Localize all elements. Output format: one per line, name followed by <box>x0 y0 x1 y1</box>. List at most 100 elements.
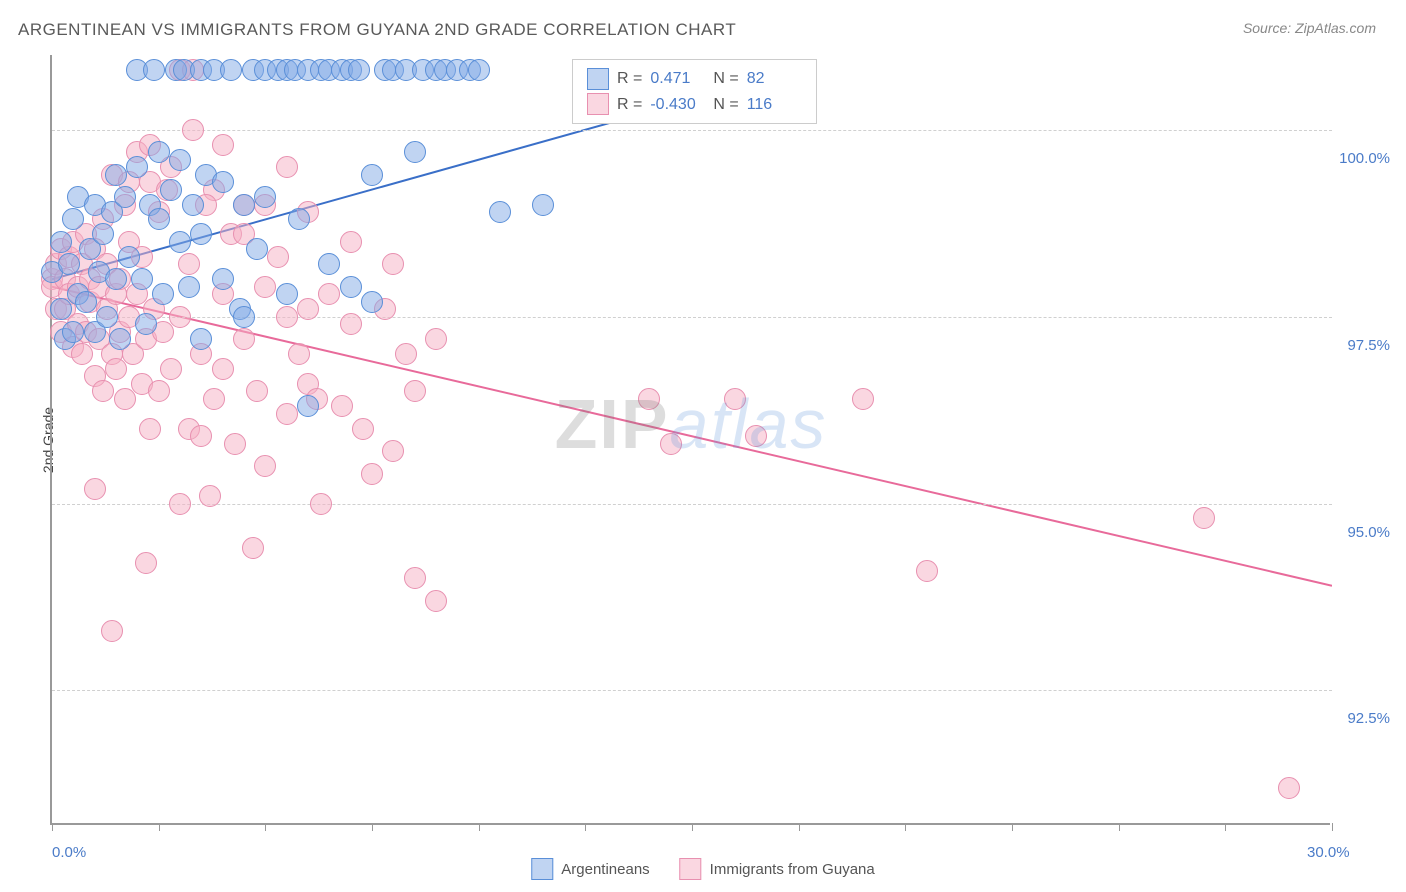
ytick-label: 92.5% <box>1347 710 1390 727</box>
data-point <box>318 253 340 275</box>
data-point <box>395 343 417 365</box>
data-point <box>118 246 140 268</box>
data-point <box>297 395 319 417</box>
legend-label-b: Immigrants from Guyana <box>710 861 875 878</box>
gridline <box>52 130 1332 131</box>
data-point <box>246 380 268 402</box>
stat-N-label-a: N = <box>713 66 738 92</box>
data-point <box>254 186 276 208</box>
data-point <box>182 194 204 216</box>
data-point <box>169 306 191 328</box>
stat-N-label-b: N = <box>713 92 738 118</box>
data-point <box>276 283 298 305</box>
data-point <box>169 493 191 515</box>
data-point <box>135 313 157 335</box>
gridline <box>52 504 1332 505</box>
data-point <box>331 395 353 417</box>
legend-bottom: Argentineans Immigrants from Guyana <box>531 858 874 880</box>
data-point <box>489 201 511 223</box>
data-point <box>190 425 212 447</box>
data-point <box>233 306 255 328</box>
data-point <box>126 156 148 178</box>
data-point <box>382 253 404 275</box>
data-point <box>105 164 127 186</box>
data-point <box>148 141 170 163</box>
data-point <box>745 425 767 447</box>
stat-R-label-b: R = <box>617 92 642 118</box>
data-point <box>361 291 383 313</box>
data-point <box>404 567 426 589</box>
data-point <box>852 388 874 410</box>
data-point <box>404 380 426 402</box>
xtick <box>479 823 480 831</box>
gridline <box>52 690 1332 691</box>
xtick <box>585 823 586 831</box>
xtick-label: 30.0% <box>1307 844 1350 861</box>
data-point <box>75 291 97 313</box>
data-point <box>297 298 319 320</box>
data-point <box>220 59 242 81</box>
xtick <box>265 823 266 831</box>
data-point <box>288 343 310 365</box>
data-point <box>148 208 170 230</box>
stat-R-val-b: -0.430 <box>650 92 705 118</box>
data-point <box>203 388 225 410</box>
data-point <box>105 268 127 290</box>
xtick <box>1332 823 1333 831</box>
stat-R-val-a: 0.471 <box>650 66 705 92</box>
stat-R-label-a: R = <box>617 66 642 92</box>
data-point <box>101 620 123 642</box>
data-point <box>532 194 554 216</box>
data-point <box>425 328 447 350</box>
xtick <box>372 823 373 831</box>
xtick <box>1225 823 1226 831</box>
data-point <box>178 276 200 298</box>
stats-row-a: R = 0.471 N = 82 <box>587 66 802 92</box>
data-point <box>114 388 136 410</box>
data-point <box>71 343 93 365</box>
data-point <box>105 358 127 380</box>
data-point <box>276 156 298 178</box>
data-point <box>143 59 165 81</box>
data-point <box>114 186 136 208</box>
data-point <box>288 208 310 230</box>
data-point <box>246 238 268 260</box>
data-point <box>242 537 264 559</box>
xtick <box>1119 823 1120 831</box>
data-point <box>352 418 374 440</box>
xtick <box>1012 823 1013 831</box>
data-point <box>212 134 234 156</box>
data-point <box>199 485 221 507</box>
source-attribution: Source: ZipAtlas.com <box>1243 20 1376 36</box>
data-point <box>233 194 255 216</box>
data-point <box>638 388 660 410</box>
data-point <box>139 418 161 440</box>
data-point <box>468 59 490 81</box>
data-point <box>152 283 174 305</box>
data-point <box>50 298 72 320</box>
data-point <box>62 321 84 343</box>
data-point <box>276 306 298 328</box>
watermark: ZIPatlas <box>555 384 828 464</box>
data-point <box>131 268 153 290</box>
data-point <box>178 253 200 275</box>
data-point <box>169 231 191 253</box>
data-point <box>404 141 426 163</box>
data-point <box>318 283 340 305</box>
stat-N-val-b: 116 <box>747 92 802 118</box>
data-point <box>916 560 938 582</box>
data-point <box>212 171 234 193</box>
data-point <box>190 223 212 245</box>
data-point <box>160 179 182 201</box>
ytick-label: 100.0% <box>1339 150 1390 167</box>
data-point <box>135 552 157 574</box>
plot-area: ZIPatlas R = 0.471 N = 82 R = -0.430 N =… <box>50 55 1330 825</box>
watermark-atlas: atlas <box>670 385 828 463</box>
data-point <box>212 268 234 290</box>
xtick <box>159 823 160 831</box>
data-point <box>109 328 131 350</box>
data-point <box>340 313 362 335</box>
data-point <box>1278 777 1300 799</box>
swatch-a-icon <box>587 68 609 90</box>
data-point <box>1193 507 1215 529</box>
